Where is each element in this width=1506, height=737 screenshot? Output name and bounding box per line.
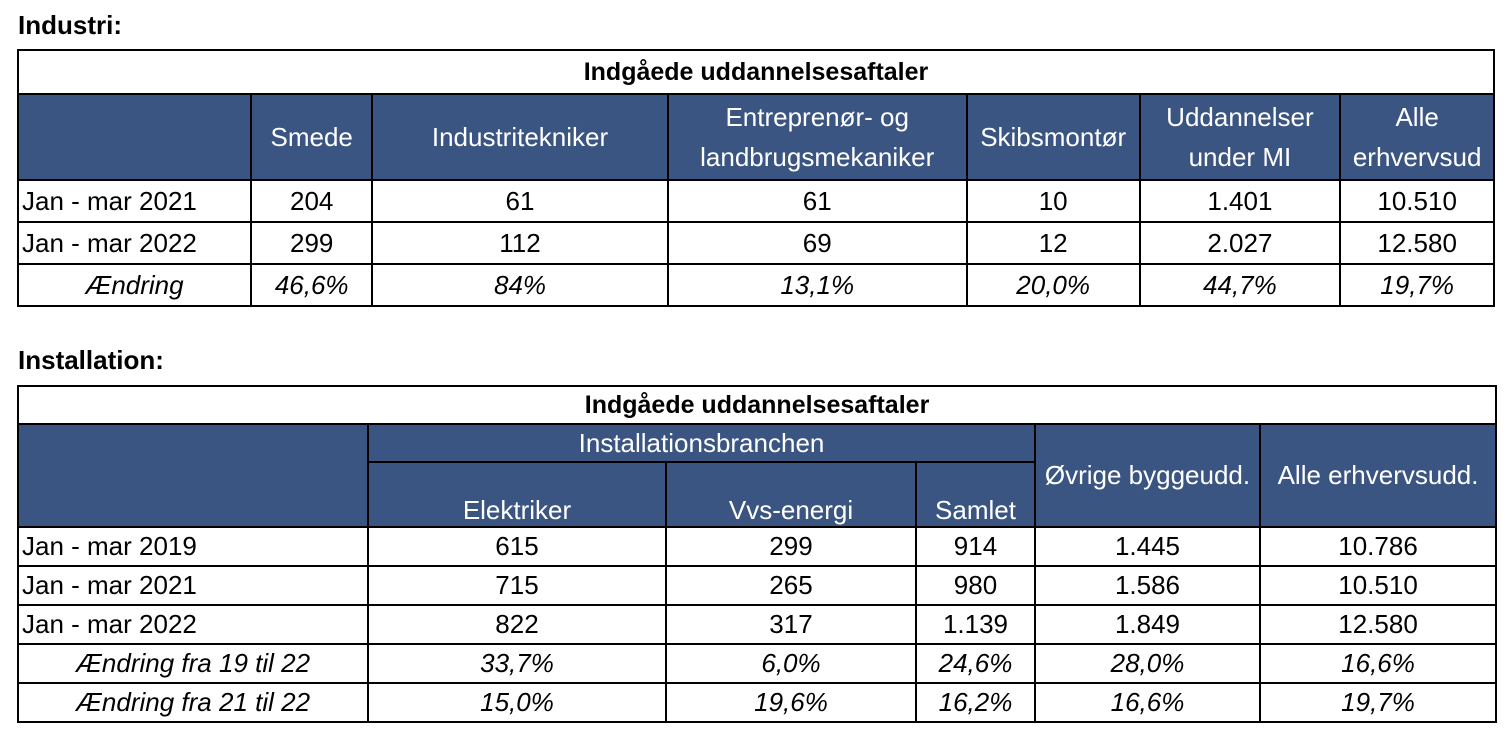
installation-header-samlet: Samlet xyxy=(915,461,1036,528)
industri-header-line: erhvervsud xyxy=(1352,142,1482,172)
table-cell: 16,2% xyxy=(915,682,1036,723)
row-label: Jan - mar 2022 xyxy=(17,221,252,265)
industri-header-industritekniker: Industritekniker xyxy=(371,93,669,181)
industri-header-line: Entreprenør- og xyxy=(725,102,909,132)
table-cell: 1.586 xyxy=(1034,565,1261,606)
table-cell: 19,7% xyxy=(1339,263,1495,307)
industri-header-line: under MI xyxy=(1188,142,1292,172)
industri-header-skibsmontoer: Skibsmontør xyxy=(965,93,1141,181)
table-cell: 16,6% xyxy=(1258,643,1498,684)
table-cell: 61 xyxy=(666,179,968,223)
table-cell: 28,0% xyxy=(1034,643,1261,684)
table-cell: 61 xyxy=(371,179,669,223)
table-row: Jan - mar 2019 615 299 914 1.445 10.786 xyxy=(17,526,1498,567)
row-label: Jan - mar 2019 xyxy=(17,526,369,567)
installation-heading: Installation: xyxy=(18,345,164,375)
industri-header-row: Smede Industritekniker Entreprenør- og land… xyxy=(17,93,1495,181)
table-cell: 13,1% xyxy=(666,263,968,307)
table-cell: 299 xyxy=(249,221,374,265)
industri-header-line: landbrugsmekaniker xyxy=(700,142,935,172)
table-row: Ændring fra 19 til 22 33,7% 6,0% 24,6% 28,0%… xyxy=(17,643,1498,684)
industri-header-line: Smede xyxy=(270,122,353,152)
industri-header-line: Industritekniker xyxy=(431,122,609,152)
table-row: Ændring fra 21 til 22 15,0% 19,6% 16,2% 16,6… xyxy=(17,682,1498,723)
row-label: Ændring xyxy=(17,263,252,307)
row-label: Jan - mar 2021 xyxy=(17,179,252,223)
table-cell: 204 xyxy=(249,179,374,223)
industri-header-line: Uddannelser xyxy=(1166,102,1314,132)
table-cell: 19,6% xyxy=(665,682,917,723)
table-cell: 10.510 xyxy=(1258,565,1498,606)
table-cell: 615 xyxy=(367,526,667,567)
table-cell: 715 xyxy=(367,565,667,606)
industri-header-line: Alle xyxy=(1395,102,1439,132)
table-row: Ændring 46,6% 84% 13,1% 20,0% 44,7% 19,7% xyxy=(17,263,1495,307)
table-cell: 12 xyxy=(965,221,1141,265)
installation-header-elektriker: Elektriker xyxy=(367,461,667,528)
table-cell: 1.401 xyxy=(1138,179,1342,223)
table-cell: 1.849 xyxy=(1034,604,1261,645)
installation-table: Indgåede uddannelsesaftaler Installation… xyxy=(16,385,1498,723)
installation-header-blank xyxy=(17,423,369,528)
table-row: Jan - mar 2021 715 265 980 1.586 10.510 xyxy=(17,565,1498,606)
table-cell: 6,0% xyxy=(665,643,917,684)
table-row: Jan - mar 2022 299 112 69 12 2.027 12.580 xyxy=(17,221,1495,265)
table-cell: 2.027 xyxy=(1138,221,1342,265)
table-cell: 1.445 xyxy=(1034,526,1261,567)
industri-header-uddannelser-mi: Uddannelser under MI xyxy=(1138,93,1342,181)
table-cell: 16,6% xyxy=(1034,682,1261,723)
table-cell: 980 xyxy=(915,565,1036,606)
industri-header-blank xyxy=(17,93,252,181)
row-label: Ændring fra 21 til 22 xyxy=(17,682,369,723)
installation-header-oevrige: Øvrige byggeudd. xyxy=(1034,423,1261,528)
table-cell: 33,7% xyxy=(367,643,667,684)
installation-header-alle: Alle erhvervsudd. xyxy=(1258,423,1498,528)
row-label: Jan - mar 2022 xyxy=(17,604,369,645)
table-cell: 24,6% xyxy=(915,643,1036,684)
table-cell: 19,7% xyxy=(1258,682,1498,723)
table-cell: 15,0% xyxy=(367,682,667,723)
table-cell: 10.510 xyxy=(1339,179,1495,223)
table-cell: 44,7% xyxy=(1138,263,1342,307)
table-cell: 10.786 xyxy=(1258,526,1498,567)
table-cell: 12.580 xyxy=(1258,604,1498,645)
table-cell: 299 xyxy=(665,526,917,567)
table-row: Jan - mar 2022 822 317 1.139 1.849 12.580 xyxy=(17,604,1498,645)
table-cell: 46,6% xyxy=(249,263,374,307)
industri-header-alle: Alle erhvervsud xyxy=(1339,93,1495,181)
table-cell: 84% xyxy=(371,263,669,307)
table-cell: 69 xyxy=(666,221,968,265)
table-cell: 317 xyxy=(665,604,917,645)
table-cell: 20,0% xyxy=(965,263,1141,307)
table-cell: 914 xyxy=(915,526,1036,567)
table-cell: 822 xyxy=(367,604,667,645)
table-row: Jan - mar 2021 204 61 61 10 1.401 10.510 xyxy=(17,179,1495,223)
industri-header-entreprenoer: Entreprenør- og landbrugsmekaniker xyxy=(666,93,968,181)
installation-caption: Indgåede uddannelsesaftaler xyxy=(16,385,1498,425)
industri-caption: Indgåede uddannelsesaftaler xyxy=(17,49,1495,95)
industri-table: Indgåede uddannelsesaftaler Smede Industr… xyxy=(17,49,1495,307)
table-cell: 265 xyxy=(665,565,917,606)
table-cell: 1.139 xyxy=(915,604,1036,645)
industri-header-line: Skibsmontør xyxy=(980,122,1127,152)
installation-header-vvs: Vvs-energi xyxy=(665,461,917,528)
table-cell: 112 xyxy=(371,221,669,265)
industri-heading: Industri: xyxy=(18,10,122,40)
table-cell: 10 xyxy=(965,179,1141,223)
industri-header-smede: Smede xyxy=(249,93,374,181)
row-label: Ændring fra 19 til 22 xyxy=(17,643,369,684)
row-label: Jan - mar 2021 xyxy=(17,565,369,606)
installation-group-header: Installationsbranchen xyxy=(367,423,1036,463)
table-cell: 12.580 xyxy=(1339,221,1495,265)
